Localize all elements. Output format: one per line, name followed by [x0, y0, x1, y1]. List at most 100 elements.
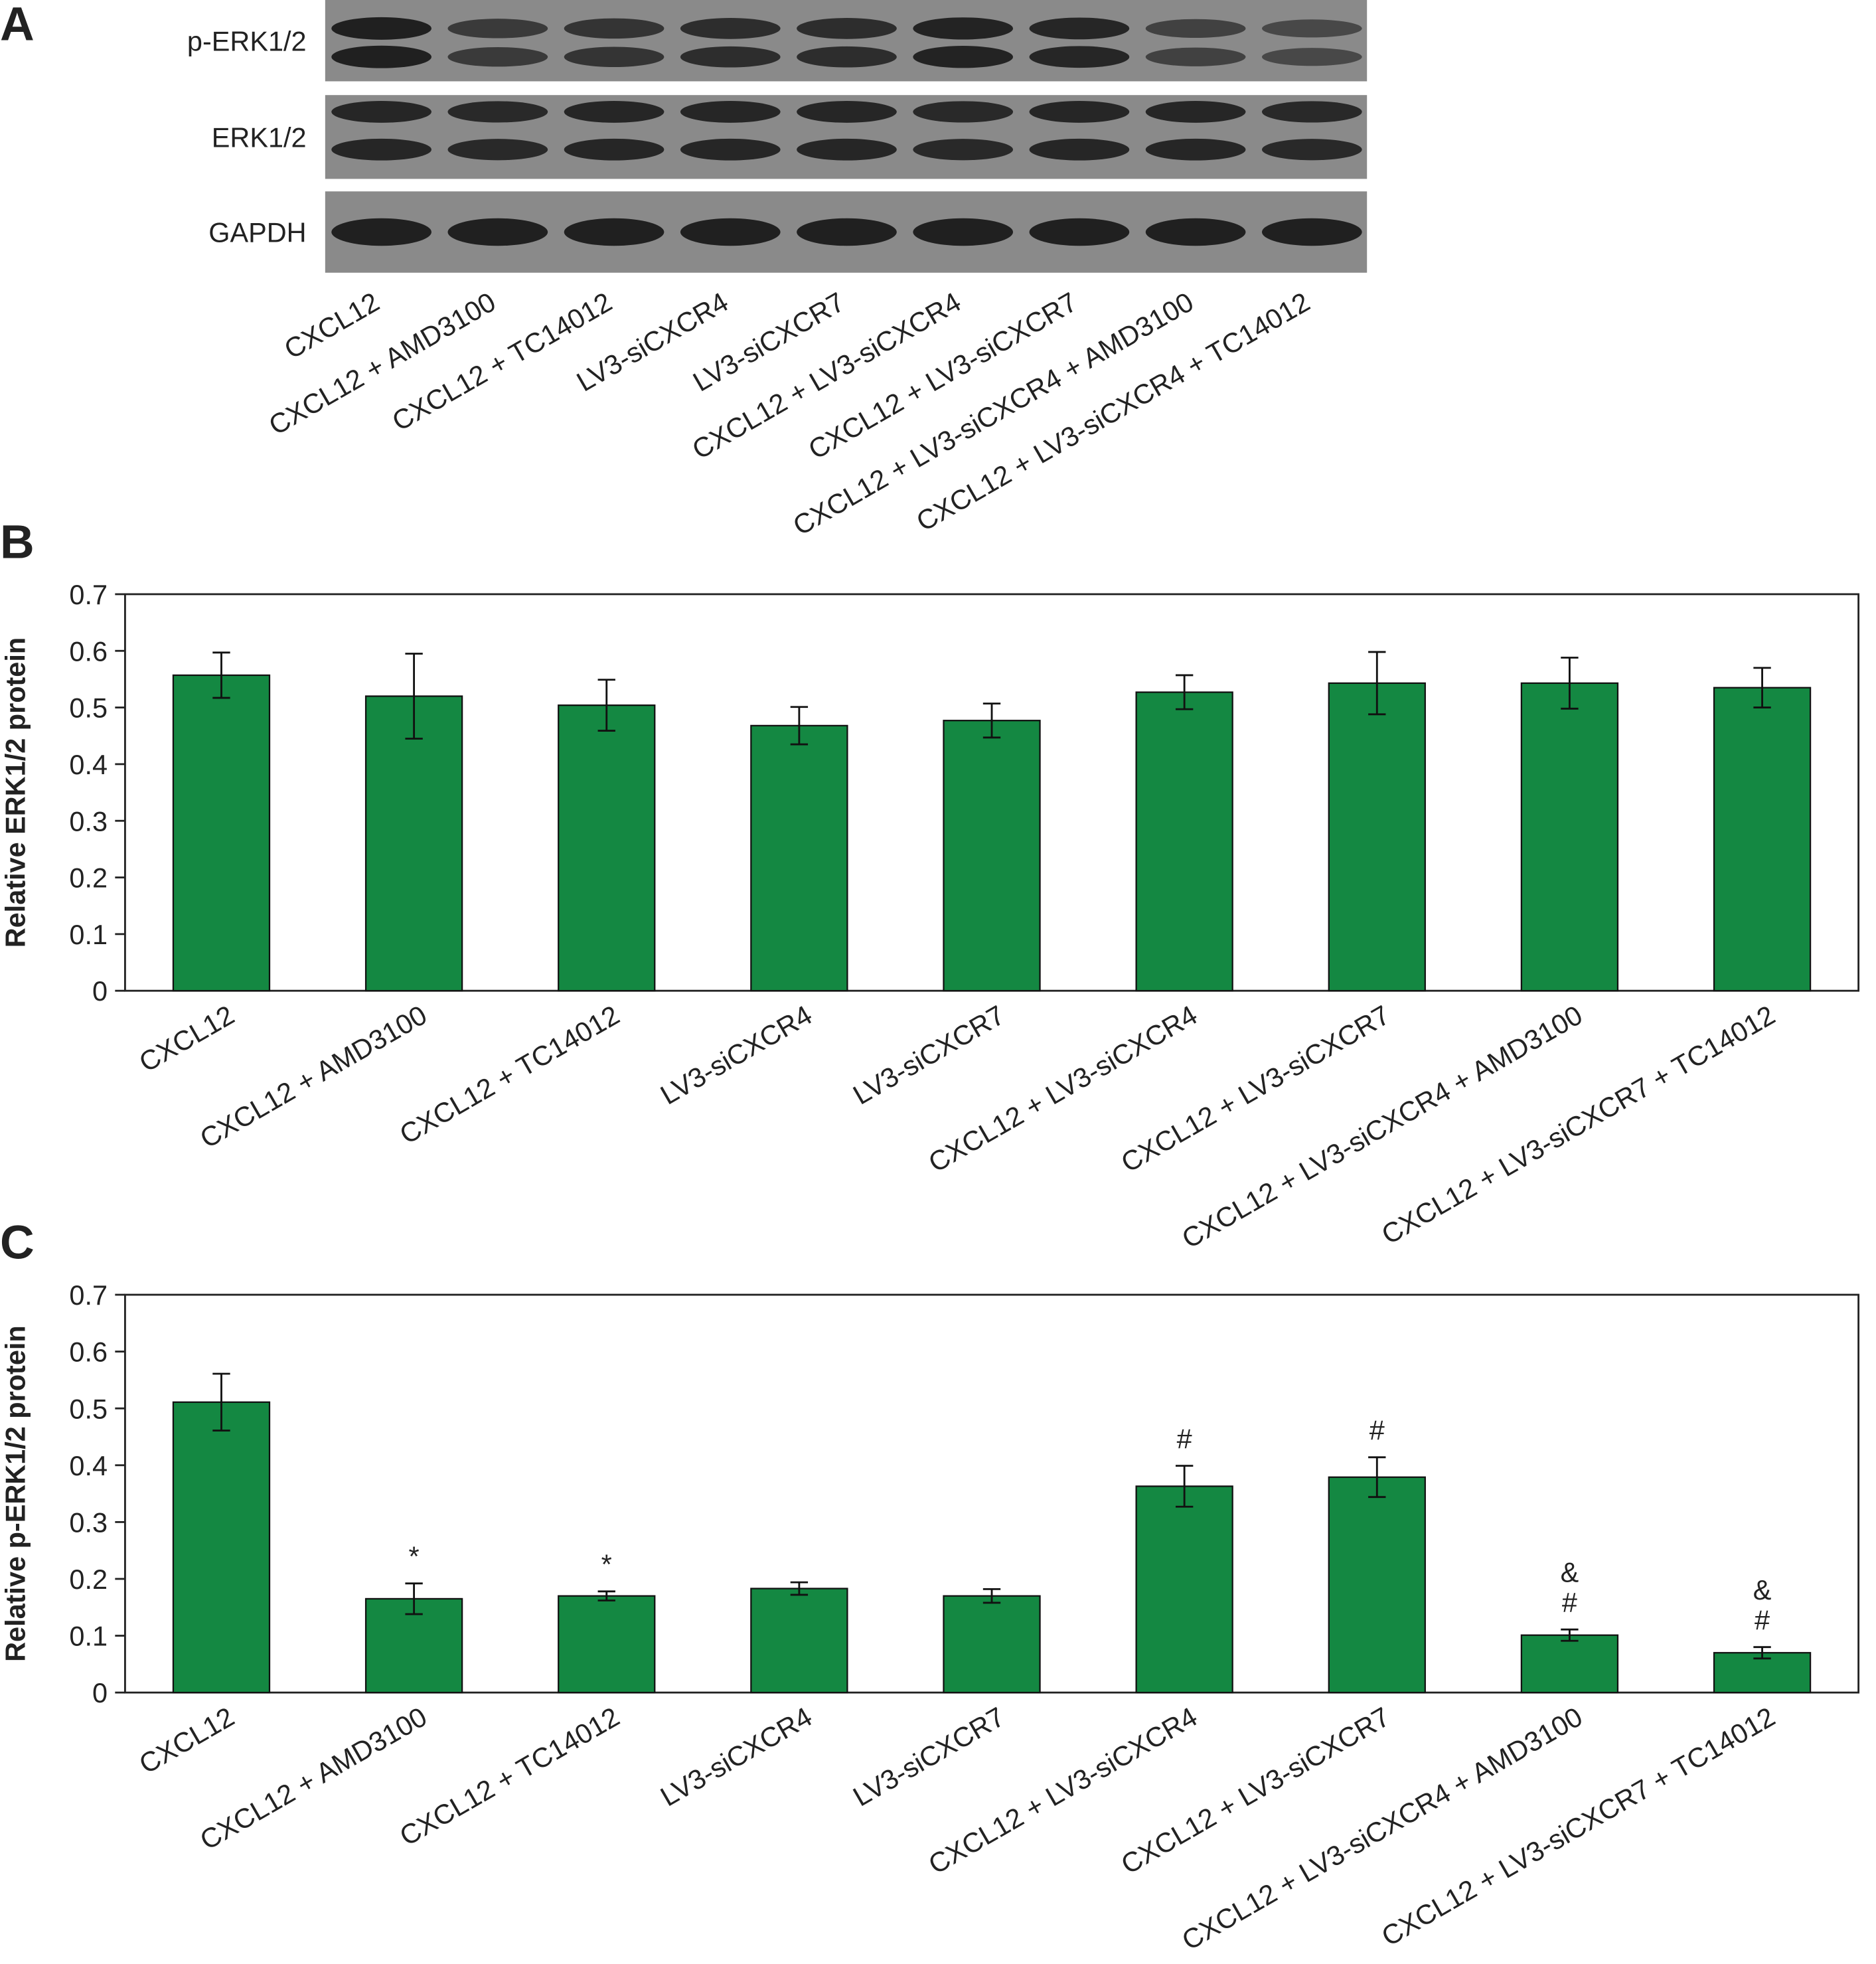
blot-band — [680, 18, 781, 39]
error-bar — [405, 653, 423, 740]
x-tick-label: CXCL12 — [133, 1700, 239, 1779]
x-tick-label: CXCL12 + LV3-siCXCR7 + TC14012 — [1376, 999, 1780, 1250]
blot-row-label: GAPDH — [208, 217, 306, 248]
blot-band — [913, 139, 1014, 161]
blot-band — [564, 18, 664, 39]
blot-band — [564, 46, 664, 67]
bar — [364, 695, 463, 992]
y-axis-label: Relative ERK1/2 protein — [0, 637, 31, 947]
error-bar — [790, 1581, 809, 1596]
x-tick-label: LV3-siCXCR7 — [848, 1700, 1010, 1812]
blot-band — [331, 101, 431, 123]
error-bar — [212, 651, 230, 699]
y-tick-label: 0.4 — [69, 749, 108, 780]
blot-band — [913, 46, 1014, 68]
x-tick-label: CXCL12 — [133, 999, 239, 1078]
x-tick-label: LV3-siCXCR4 — [655, 999, 817, 1110]
bar — [943, 1595, 1041, 1694]
error-bar — [1175, 1465, 1194, 1508]
y-tick-label: 0.1 — [69, 1621, 108, 1652]
bar — [750, 724, 848, 992]
blot-band — [1261, 19, 1362, 38]
x-tick-label: CXCL12 + LV3-siCXCR7 + TC14012 — [1376, 1700, 1780, 1952]
bar — [1135, 691, 1233, 992]
blot-band — [331, 138, 431, 161]
blot-band — [797, 101, 897, 123]
blot-band — [797, 138, 897, 161]
blot-band — [1029, 101, 1130, 123]
x-tick-label: LV3-siCXCR4 — [655, 1700, 817, 1812]
blot-band — [680, 46, 781, 68]
significance-mark: # — [1177, 1423, 1192, 1454]
error-bar — [597, 679, 615, 732]
y-tick-label: 0.4 — [69, 1450, 108, 1481]
error-bar — [982, 1588, 1001, 1604]
blot-band — [447, 19, 548, 39]
y-tick-label: 0 — [92, 1677, 108, 1708]
blot-band — [1145, 138, 1246, 161]
significance-mark: & — [1561, 1557, 1579, 1588]
y-tick-label: 0.5 — [69, 1393, 108, 1424]
blot-band — [447, 47, 548, 67]
bar — [172, 674, 271, 992]
blot-band — [680, 218, 781, 246]
blot-band — [797, 46, 897, 68]
blot-band — [797, 218, 897, 246]
blot-band — [1029, 138, 1130, 161]
blot-band — [797, 18, 897, 39]
blot-row-label: p-ERK1/2 — [187, 25, 307, 56]
blot-band — [1261, 218, 1362, 246]
blot-band — [913, 101, 1014, 123]
y-tick-label: 0.6 — [69, 1337, 108, 1368]
error-bar — [1175, 674, 1194, 710]
blot-band — [680, 101, 781, 123]
bar — [172, 1401, 271, 1694]
x-tick-label: CXCL12 + LV3-siCXCR4 + AMD3100 — [1176, 1700, 1587, 1956]
y-tick-label: 0.3 — [69, 805, 108, 837]
bar — [1135, 1485, 1233, 1694]
y-tick-label: 0.2 — [69, 862, 108, 894]
significance-mark: # — [1755, 1604, 1770, 1635]
y-tick-label: 0.2 — [69, 1564, 108, 1595]
blot-band — [564, 101, 664, 123]
bar — [1520, 1634, 1619, 1694]
blot-band — [564, 138, 664, 161]
error-bar — [1368, 651, 1386, 716]
blot-band — [1261, 101, 1362, 123]
bar — [1328, 1476, 1426, 1694]
bar — [558, 704, 656, 992]
error-bar — [790, 706, 809, 746]
blot-band — [331, 218, 431, 246]
blot-band — [1029, 46, 1130, 68]
y-tick-label: 0.6 — [69, 635, 108, 667]
x-tick-label: CXCL12 + LV3-siCXCR4 + AMD3100 — [1176, 999, 1587, 1254]
blot-band — [447, 218, 548, 246]
bar — [943, 720, 1041, 992]
y-tick-label: 0.1 — [69, 919, 108, 950]
blot-strip — [325, 0, 1368, 82]
y-axis-label: Relative p-ERK1/2 protein — [0, 1325, 31, 1662]
y-tick-label: 0.5 — [69, 693, 108, 724]
bar — [1520, 682, 1619, 992]
error-bar — [1368, 1456, 1386, 1499]
blot-band — [1029, 218, 1130, 246]
bar — [558, 1595, 656, 1694]
error-bar — [982, 702, 1001, 739]
error-bar — [1561, 1628, 1579, 1642]
panel-label: A — [0, 0, 35, 50]
blot-band — [913, 218, 1014, 246]
x-tick-label: LV3-siCXCR7 — [848, 999, 1010, 1110]
blot-band — [447, 139, 548, 161]
significance-mark: # — [1562, 1587, 1577, 1618]
error-bar — [1561, 657, 1579, 710]
error-bar — [1753, 1646, 1771, 1660]
bar — [1713, 1652, 1812, 1694]
bar — [750, 1588, 848, 1694]
significance-mark: * — [409, 1540, 420, 1572]
y-tick-label: 0.7 — [69, 1279, 108, 1311]
blot-band — [1145, 47, 1246, 66]
error-bar — [212, 1372, 230, 1432]
blot-band — [1145, 101, 1246, 123]
